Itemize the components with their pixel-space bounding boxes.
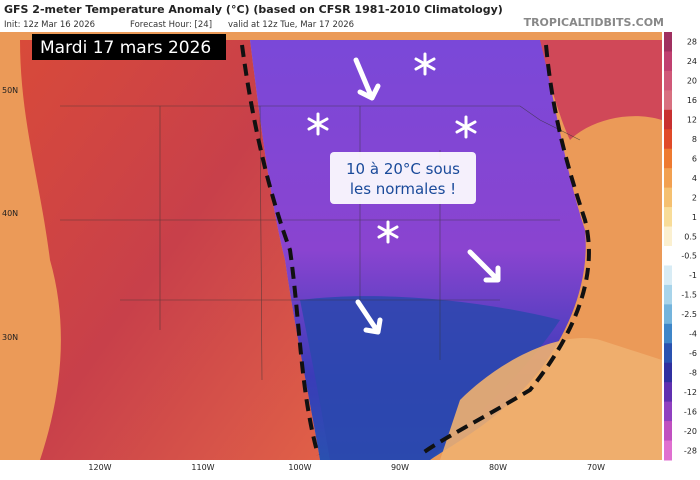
colorbar-label: -1 [689, 271, 697, 280]
lat-labels: 50N 40N 30N [2, 86, 18, 342]
colorbar: 28 24 20 16 12 8 6 4 2 1 0.5 -0.5 -1 -1.5 -2.5 -4 -6 -8 -1… [664, 32, 697, 461]
annotation: 10 à 20°C sous [346, 160, 460, 178]
colorbar-label: -0.5 [681, 252, 697, 261]
lat-label: 40N [2, 209, 18, 218]
colorbar-label: -8 [689, 368, 697, 377]
lon-labels: 120W 110W 100W 90W 80W 70W [88, 463, 605, 472]
annotation: les normales ! [350, 180, 456, 198]
site: TROPICALTIDBITS.COM [524, 16, 664, 29]
map: Mardi 17 mars 2026 10 à 20°C sous les no… [0, 32, 662, 460]
colorbar-swatch [664, 51, 672, 72]
colorbar-swatch [664, 109, 672, 130]
init: Init: 12z Mar 16 2026 [4, 20, 95, 30]
lat-label: 50N [2, 86, 18, 95]
colorbar-swatch [664, 90, 672, 111]
colorbar-swatch [664, 401, 672, 422]
colorbar-label: -1.5 [681, 291, 697, 300]
colorbar-swatch [664, 246, 672, 266]
lat-label: 30N [2, 333, 18, 342]
lon-label: 70W [587, 463, 605, 472]
colorbar-label: 20 [687, 77, 697, 86]
lon-label: 100W [288, 463, 311, 472]
cold-core [300, 296, 560, 460]
colorbar-label: 0.5 [684, 232, 697, 241]
colorbar-swatch [664, 226, 672, 247]
colorbar-swatch [664, 382, 672, 403]
forecast-hour: Forecast Hour: [24] [130, 20, 212, 30]
colorbar-label: -2.5 [681, 310, 697, 319]
lon-label: 90W [391, 463, 409, 472]
annotation-box [330, 152, 476, 204]
date-box [32, 34, 226, 60]
colorbar-swatch [664, 323, 672, 344]
snowflakes [307, 52, 477, 244]
lon-label: 110W [191, 463, 214, 472]
warm-region [20, 40, 320, 460]
colorbar-label: 16 [687, 96, 697, 105]
colorbar-swatch [664, 70, 672, 91]
colorbar-swatch [664, 32, 672, 52]
colorbar-swatch [664, 265, 672, 286]
colorbar-swatch [664, 187, 672, 208]
colorbar-swatch [664, 362, 672, 383]
colorbar-label: 28 [687, 38, 697, 47]
title: GFS 2-meter Temperature Anomaly (°C) (ba… [4, 3, 503, 16]
colorbar-swatch [664, 343, 672, 364]
colorbar-label: 12 [687, 116, 697, 125]
colorbar-label: 1 [692, 213, 697, 222]
warm-region-east [535, 40, 662, 140]
colorbar-label: -6 [689, 349, 697, 358]
colorbar-swatch [664, 304, 672, 325]
valid-time: valid at 12z Tue, Mar 17 2026 [228, 20, 354, 30]
colorbar-swatch [664, 129, 672, 150]
colorbar-label: -28 [684, 446, 697, 455]
colorbar-label: -4 [689, 330, 697, 339]
colorbar-label: 8 [692, 135, 697, 144]
arrows [353, 57, 501, 335]
colorbar-label: 24 [687, 57, 697, 66]
lon-label: 80W [489, 463, 507, 472]
ocean-warm [440, 338, 662, 460]
colorbar-swatch [664, 421, 672, 442]
colorbar-label: 2 [692, 193, 697, 202]
colorbar-swatch [664, 148, 672, 169]
date-label: Mardi 17 mars 2026 [40, 38, 211, 58]
lon-label: 120W [88, 463, 111, 472]
colorbar-label: 6 [692, 154, 697, 163]
colorbar-swatch [664, 440, 672, 461]
colorbar-swatch [664, 284, 672, 305]
colorbar-label: -12 [684, 388, 697, 397]
colorbar-swatch [664, 207, 672, 228]
colorbar-label: 4 [692, 174, 697, 183]
dashed-front [240, 44, 591, 457]
colorbar-label: -20 [684, 427, 697, 436]
colorbar-label: -16 [684, 407, 697, 416]
colorbar-swatch [664, 168, 672, 189]
